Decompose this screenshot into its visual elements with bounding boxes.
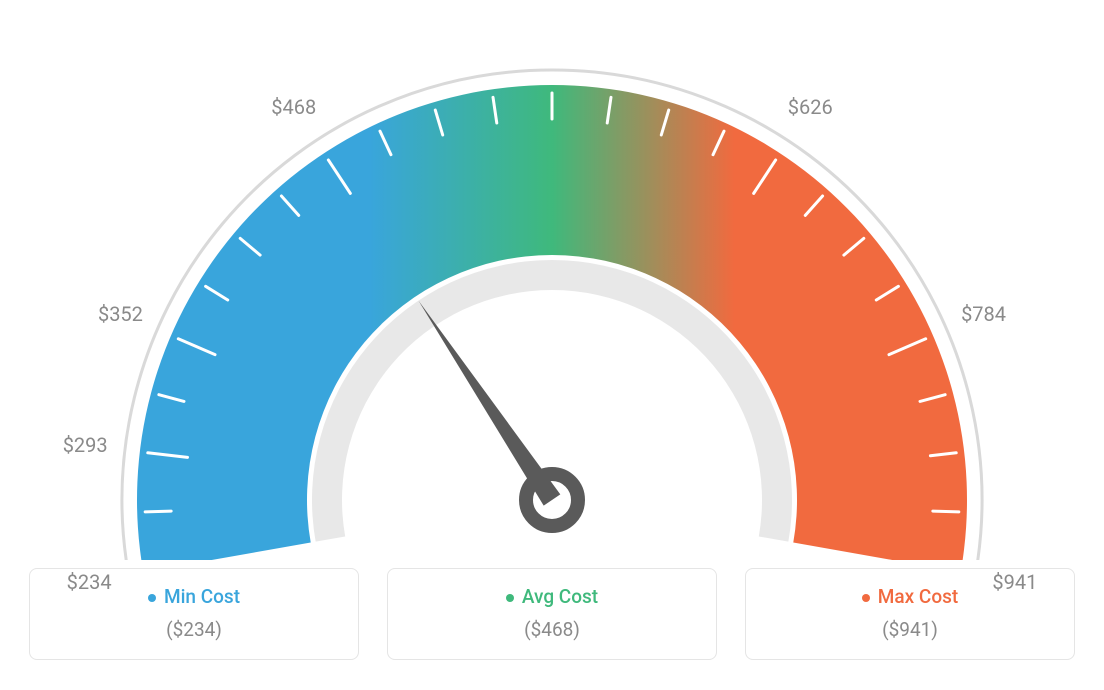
legend-row: Min Cost ($234) Avg Cost ($468) Max Cost… [0, 568, 1104, 660]
gauge-tick-label: $234 [67, 570, 112, 594]
legend-avg-label: Avg Cost [522, 585, 598, 608]
gauge-tick-label: $293 [63, 433, 108, 457]
dot-icon [148, 594, 156, 602]
gauge-tick-label: $352 [98, 302, 143, 326]
dot-icon [862, 594, 870, 602]
legend-avg-value: ($468) [398, 618, 706, 641]
legend-min-label: Min Cost [164, 585, 240, 608]
dot-icon [506, 594, 514, 602]
legend-max-label: Max Cost [878, 585, 958, 608]
gauge-tick-label: $626 [788, 95, 833, 119]
gauge-svg [0, 0, 1104, 560]
gauge-tick-label: $784 [961, 302, 1006, 326]
gauge-tick-label: $941 [992, 570, 1037, 594]
legend-card-avg: Avg Cost ($468) [387, 568, 717, 660]
gauge-tick-label: $468 [271, 95, 316, 119]
legend-min-value: ($234) [40, 618, 348, 641]
legend-title-avg: Avg Cost [398, 585, 706, 608]
legend-max-value: ($941) [756, 618, 1064, 641]
gauge-chart: $234$293$352$468$626$784$941 [0, 0, 1104, 560]
